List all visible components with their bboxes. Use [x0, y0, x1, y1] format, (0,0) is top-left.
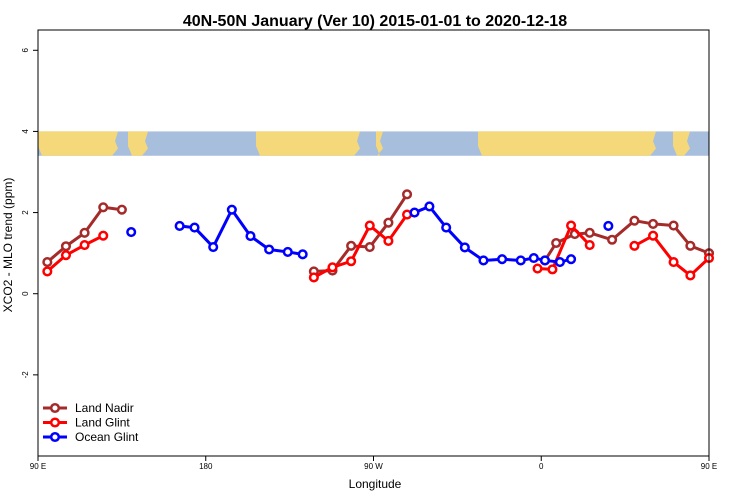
data-point	[566, 220, 577, 231]
data-point	[60, 250, 72, 261]
legend-item: Land Nadir	[43, 401, 134, 415]
data-point	[383, 217, 394, 228]
y-tick-label: 6	[21, 48, 30, 53]
data-point	[497, 254, 508, 265]
data-point	[79, 239, 90, 251]
data-point	[668, 257, 679, 268]
legend-marker	[49, 417, 61, 428]
x-tick-label: 90 E	[30, 462, 46, 471]
data-point	[383, 235, 394, 247]
data-point	[547, 264, 558, 275]
chart-title: 40N-50N January (Ver 10) 2015-01-01 to 2…	[183, 13, 567, 30]
legend-label: Land Nadir	[75, 401, 134, 415]
series-layer	[42, 189, 715, 283]
data-point	[226, 204, 237, 215]
map-land	[38, 131, 118, 156]
legend-marker	[49, 431, 61, 443]
map-land	[673, 131, 690, 156]
legend-item: Land Glint	[43, 416, 130, 430]
data-point	[346, 240, 357, 251]
data-point	[174, 220, 185, 232]
data-point	[685, 240, 696, 251]
map-land	[376, 131, 383, 156]
data-point	[629, 240, 640, 251]
data-point	[208, 242, 219, 253]
map-land	[256, 131, 360, 156]
y-tick-label: -2	[21, 371, 30, 379]
data-point	[42, 257, 53, 268]
series-land-nadir	[42, 189, 715, 277]
y-axis: -2 0 2 4 6	[21, 48, 38, 379]
data-point	[584, 227, 595, 238]
data-point	[308, 272, 319, 283]
data-point	[60, 241, 72, 252]
y-tick-label: 4	[21, 129, 30, 134]
legend-label: Ocean Glint	[75, 430, 139, 444]
data-point	[459, 242, 470, 253]
data-point	[528, 252, 539, 264]
map-land	[478, 131, 656, 156]
series-ocean-glint	[126, 201, 614, 268]
map-land	[128, 131, 148, 156]
data-point	[607, 234, 618, 245]
data-point	[648, 218, 659, 229]
data-point	[478, 255, 489, 266]
legend-item: Ocean Glint	[43, 430, 139, 444]
data-point	[189, 222, 200, 233]
data-point	[409, 207, 420, 218]
series-line	[179, 208, 303, 256]
y-tick-label: 0	[21, 291, 30, 296]
data-point	[346, 256, 357, 267]
data-point	[515, 255, 526, 266]
data-point	[532, 263, 543, 274]
data-point	[116, 204, 127, 215]
data-point	[566, 254, 577, 265]
y-tick-label: 2	[21, 210, 30, 215]
data-point	[79, 227, 90, 238]
data-point	[539, 255, 551, 266]
y-axis-label: XCO2 - MLO trend (ppm)	[1, 178, 15, 313]
legend-marker	[49, 402, 61, 414]
data-point	[264, 244, 275, 255]
data-point	[554, 257, 565, 268]
data-point	[424, 201, 435, 212]
data-point	[98, 230, 109, 241]
x-axis-label: Longitude	[349, 477, 402, 491]
series-line	[46, 234, 104, 273]
data-point	[441, 222, 452, 233]
data-point	[245, 231, 256, 242]
x-tick-label: 90 W	[364, 462, 383, 471]
data-point	[297, 249, 308, 260]
data-point	[42, 266, 53, 277]
data-point	[364, 242, 375, 253]
data-point	[402, 189, 413, 200]
data-point	[603, 220, 614, 232]
map-band	[38, 131, 709, 156]
legend-label: Land Glint	[75, 416, 130, 430]
x-tick-label: 0	[539, 462, 544, 471]
x-axis: 90 E 180 90 W 0 90 E	[30, 456, 717, 471]
series-line	[537, 224, 591, 271]
data-point	[282, 246, 293, 257]
data-point	[126, 226, 137, 238]
data-point	[98, 202, 109, 213]
data-point	[668, 220, 679, 231]
data-point	[685, 270, 696, 281]
data-point	[629, 215, 640, 226]
series-line	[633, 234, 711, 277]
x-tick-label: 90 E	[701, 462, 717, 471]
data-point	[648, 230, 659, 241]
data-point	[584, 239, 595, 251]
data-point	[327, 262, 338, 273]
x-tick-label: 180	[199, 462, 213, 471]
data-point	[551, 237, 562, 249]
data-point	[364, 220, 375, 231]
series-land-glint	[42, 209, 715, 283]
